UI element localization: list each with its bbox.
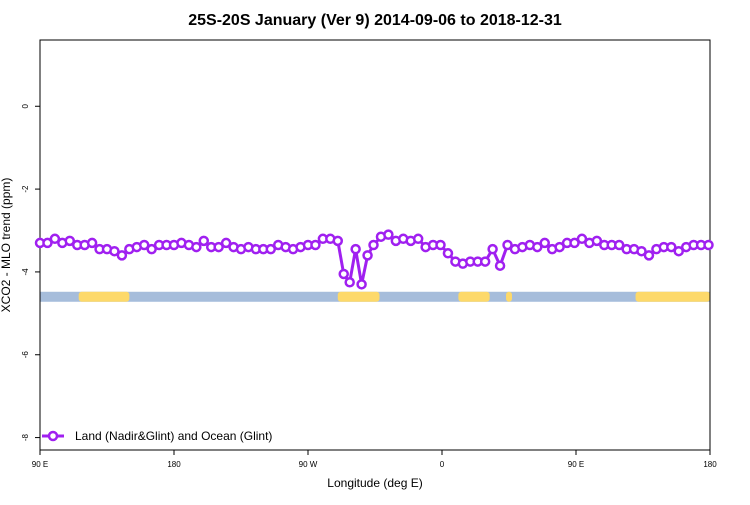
- data-point: [109, 245, 120, 257]
- data-point: [198, 235, 210, 247]
- data-point: [412, 233, 424, 245]
- data-point: [356, 279, 367, 290]
- data-point: [86, 237, 98, 249]
- land-segment: [78, 291, 130, 302]
- data-point: [64, 235, 76, 247]
- y-tick-label: -2: [21, 185, 30, 193]
- land-segment: [458, 291, 490, 302]
- data-point: [310, 239, 321, 251]
- y-axis: 0 -2 -4 -6 -8: [21, 103, 40, 441]
- data-point: [116, 250, 128, 261]
- data-point: [435, 239, 446, 251]
- y-tick-label: -6: [21, 351, 30, 359]
- x-axis-label: Longitude (deg E): [327, 476, 422, 490]
- data-point: [350, 243, 361, 255]
- y-tick-label: 0: [21, 103, 30, 108]
- y-axis-label: XCO2 - MLO trend (ppm): [0, 178, 13, 313]
- data-point: [368, 239, 379, 251]
- land-segment: [337, 291, 380, 302]
- data-point: [442, 248, 454, 259]
- data-point: [502, 239, 513, 251]
- data-point: [554, 241, 565, 253]
- x-axis: 90 E 180 90 W 0 90 E 180: [32, 450, 717, 469]
- data-point: [569, 237, 580, 249]
- data-point: [591, 235, 603, 247]
- y-tick-label: -8: [21, 433, 30, 441]
- data-point: [146, 243, 157, 255]
- series-layer: [34, 229, 714, 290]
- x-tick-label: 0: [440, 460, 445, 469]
- legend: Land (Nadir&Glint) and Ocean (Glint): [42, 429, 272, 443]
- land-segment: [506, 291, 512, 302]
- data-point: [383, 229, 394, 240]
- surface-band: [40, 291, 710, 302]
- data-point: [673, 245, 684, 257]
- data-point: [138, 239, 150, 251]
- data-point: [344, 277, 355, 288]
- x-tick-label: 90 E: [32, 460, 48, 469]
- data-point: [643, 250, 655, 261]
- data-point: [332, 235, 344, 247]
- data-point: [220, 237, 232, 249]
- data-point: [539, 237, 550, 249]
- data-point: [479, 256, 491, 267]
- data-point: [213, 241, 224, 253]
- data-point: [703, 239, 714, 251]
- data-point: [576, 233, 588, 245]
- data-point: [532, 241, 543, 253]
- legend-marker-swatch: [47, 430, 59, 442]
- data-point: [265, 243, 277, 255]
- x-tick-label: 180: [703, 460, 717, 469]
- data-point: [191, 241, 202, 253]
- data-point: [494, 260, 506, 271]
- data-point: [666, 241, 677, 253]
- data-point: [487, 243, 498, 255]
- land-segment: [635, 291, 710, 302]
- legend-label: Land (Nadir&Glint) and Ocean (Glint): [75, 429, 272, 443]
- x-tick-label: 180: [167, 460, 181, 469]
- data-point: [636, 245, 647, 257]
- y-tick-label: -4: [21, 268, 30, 276]
- data-point: [362, 250, 373, 261]
- data-point: [338, 268, 349, 280]
- x-tick-label: 90 W: [299, 460, 318, 469]
- chart-title: 25S-20S January (Ver 9) 2014-09-06 to 20…: [188, 12, 562, 29]
- x-tick-label: 90 E: [568, 460, 584, 469]
- data-point: [613, 239, 625, 251]
- data-point: [42, 237, 53, 249]
- data-point: [49, 233, 61, 245]
